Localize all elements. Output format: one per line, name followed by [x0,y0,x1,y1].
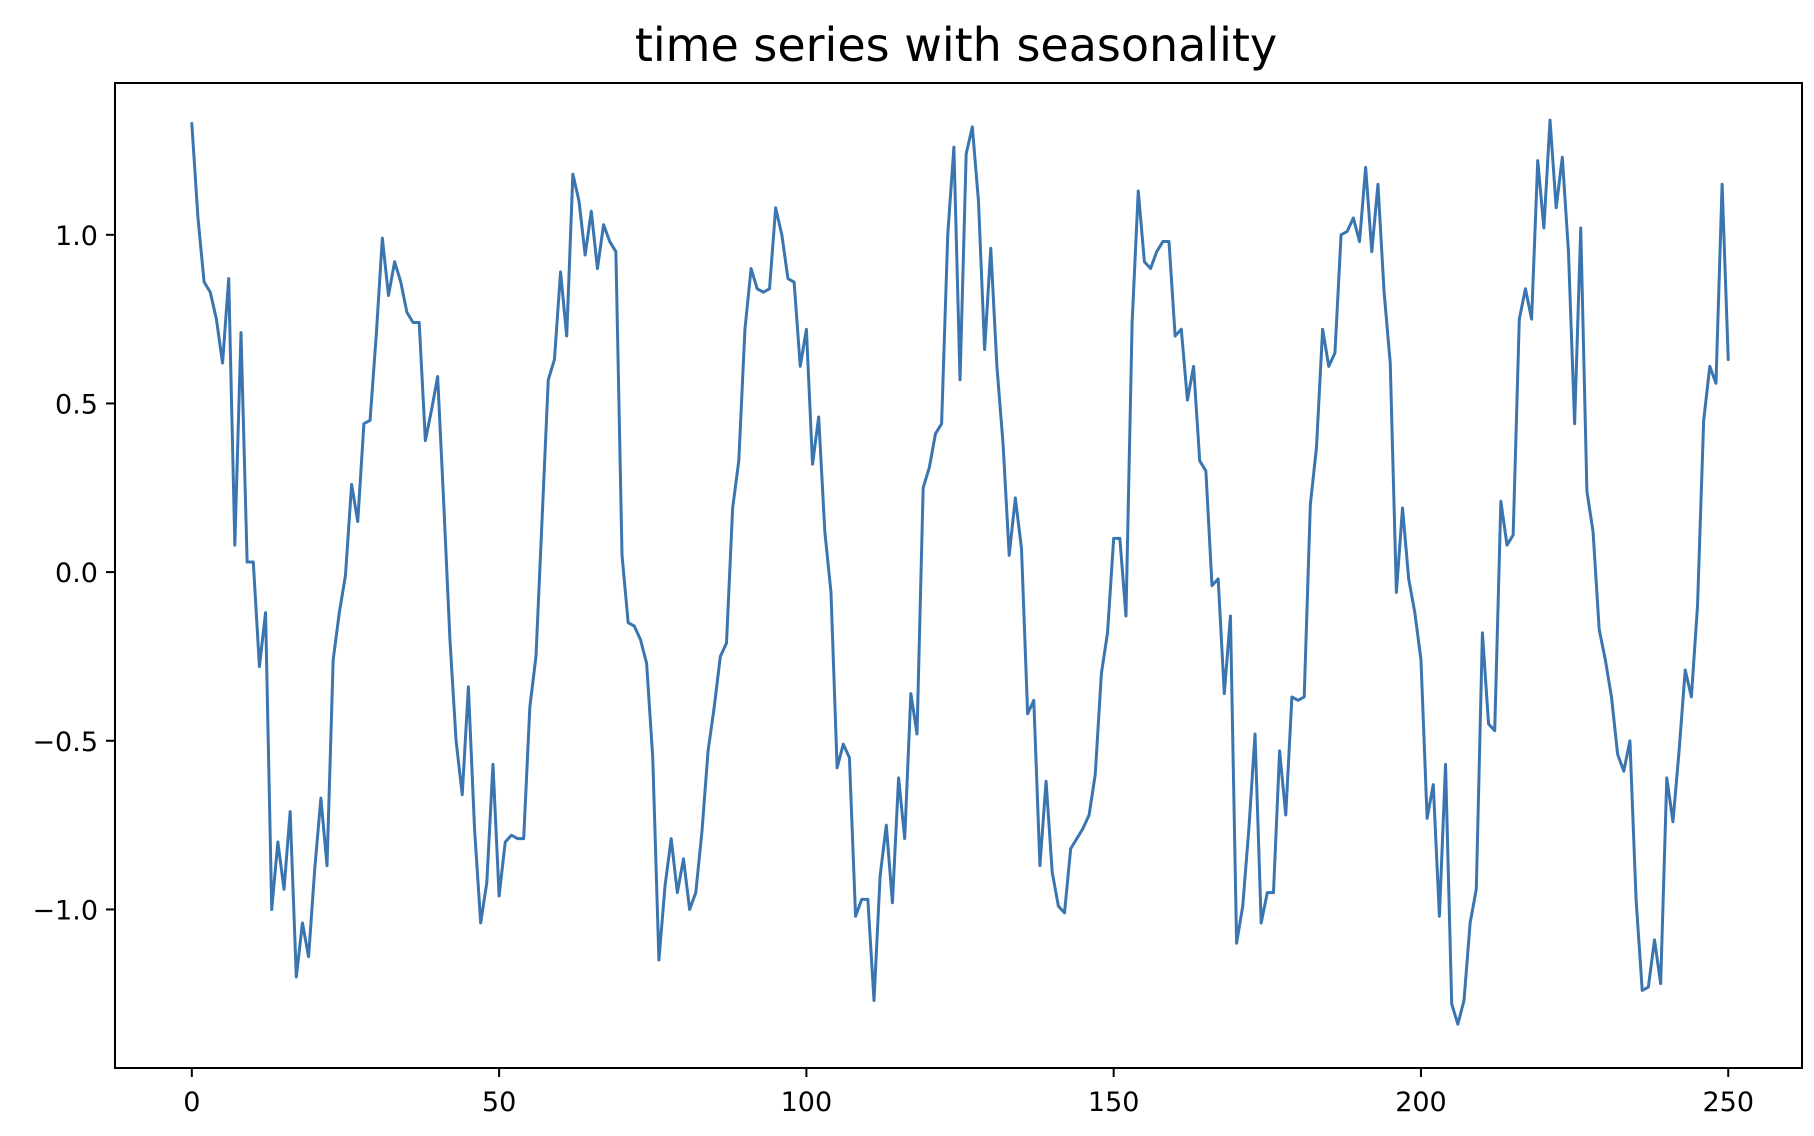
y-tick-label: 0.0 [55,558,98,589]
y-tick-label: 1.0 [55,221,98,252]
series-line [190,118,1730,1026]
y-tick-label: −0.5 [32,727,98,758]
axis-ticks: 0 50 100 150 200 250 −1.0 −0.5 0.0 0.5 1.0 [32,221,1754,1118]
chart-title: time series with seasonality [635,18,1277,72]
x-tick-label: 100 [781,1087,833,1118]
x-tick-label: 200 [1395,1087,1447,1118]
x-tick-label: 0 [183,1087,200,1118]
y-tick-label: −1.0 [32,895,98,926]
x-tick-label: 250 [1702,1087,1754,1118]
plot-area-frame [114,82,1803,1069]
x-tick-label: 150 [1088,1087,1140,1118]
x-tick-label: 50 [482,1087,516,1118]
series-layer [190,118,1730,1026]
y-tick-label: 0.5 [55,389,98,420]
